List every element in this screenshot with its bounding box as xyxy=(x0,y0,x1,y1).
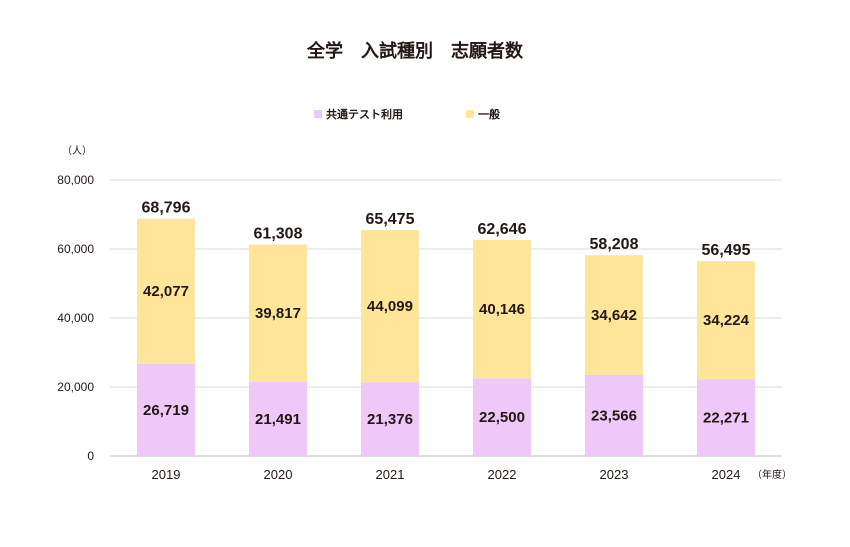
chart-title: 全学 入試種別 志願者数 xyxy=(306,40,524,62)
segment-value-label: 44,099 xyxy=(367,298,413,315)
bar-segment-kyotsu-2021 xyxy=(361,382,419,456)
segment-value-label: 26,719 xyxy=(143,402,189,419)
bar-segment-ippan-2024 xyxy=(697,261,755,380)
segment-value-label: 21,491 xyxy=(255,411,301,428)
y-tick-label: 20,000 xyxy=(57,380,94,394)
x-tick-label: 2022 xyxy=(488,467,517,482)
legend-swatch-ippan xyxy=(466,110,474,118)
segment-value-label: 34,642 xyxy=(591,307,637,324)
x-axis-unit: （年度） xyxy=(752,468,792,481)
legend: 共通テスト利用 一般 xyxy=(314,107,500,121)
segment-value-label: 21,376 xyxy=(367,411,413,428)
y-tick-label: 40,000 xyxy=(57,311,94,325)
legend-label-kyotsu: 共通テスト利用 xyxy=(326,107,403,121)
bar-segment-ippan-2019 xyxy=(137,218,195,364)
x-axis-ticks: 2019 2020 2021 2022 2023 2024 xyxy=(152,467,741,482)
x-tick-label: 2023 xyxy=(600,467,629,482)
bar-segment-kyotsu-2023 xyxy=(585,374,643,456)
y-tick-label: 60,000 xyxy=(57,242,94,256)
legend-label-ippan: 一般 xyxy=(478,107,500,121)
gridlines xyxy=(110,179,782,457)
bar-segment-ippan-2022 xyxy=(473,239,531,379)
bar-segment-kyotsu-2024 xyxy=(697,379,755,456)
segment-value-label: 39,817 xyxy=(255,305,301,322)
bar-segment-ippan-2021 xyxy=(361,230,419,383)
x-tick-label: 2019 xyxy=(152,467,181,482)
y-axis-unit: （人） xyxy=(62,145,92,157)
total-value-label: 61,308 xyxy=(254,225,303,242)
total-value-label: 62,646 xyxy=(478,221,527,238)
bar-segment-kyotsu-2022 xyxy=(473,378,531,456)
bar-segment-ippan-2023 xyxy=(585,255,643,375)
x-tick-label: 2020 xyxy=(264,467,293,482)
bar-segment-kyotsu-2020 xyxy=(249,381,307,456)
bar-segment-ippan-2020 xyxy=(249,244,307,382)
segment-value-label: 34,224 xyxy=(703,312,750,329)
y-tick-label: 80,000 xyxy=(57,173,94,187)
bar-segment-kyotsu-2019 xyxy=(137,363,195,456)
y-axis-ticks: 0 20,000 40,000 60,000 80,000 xyxy=(57,173,94,463)
bars xyxy=(137,218,755,456)
total-value-label: 65,475 xyxy=(366,211,415,228)
total-value-label: 56,495 xyxy=(702,242,751,259)
y-tick-label: 0 xyxy=(87,449,94,463)
x-tick-label: 2021 xyxy=(376,467,405,482)
total-value-label: 68,796 xyxy=(142,200,191,217)
x-tick-label: 2024 xyxy=(712,467,741,482)
segment-value-label: 40,146 xyxy=(479,301,525,318)
segment-value-label: 22,500 xyxy=(479,409,525,426)
total-value-label: 58,208 xyxy=(590,236,639,253)
segment-value-label: 22,271 xyxy=(703,410,749,427)
data-labels: 26,719 42,077 68,796 21,491 39,817 61,308 21,3… xyxy=(142,200,751,428)
segment-value-label: 23,566 xyxy=(591,407,637,424)
segment-value-label: 42,077 xyxy=(143,283,189,300)
legend-swatch-kyotsu xyxy=(314,110,322,118)
